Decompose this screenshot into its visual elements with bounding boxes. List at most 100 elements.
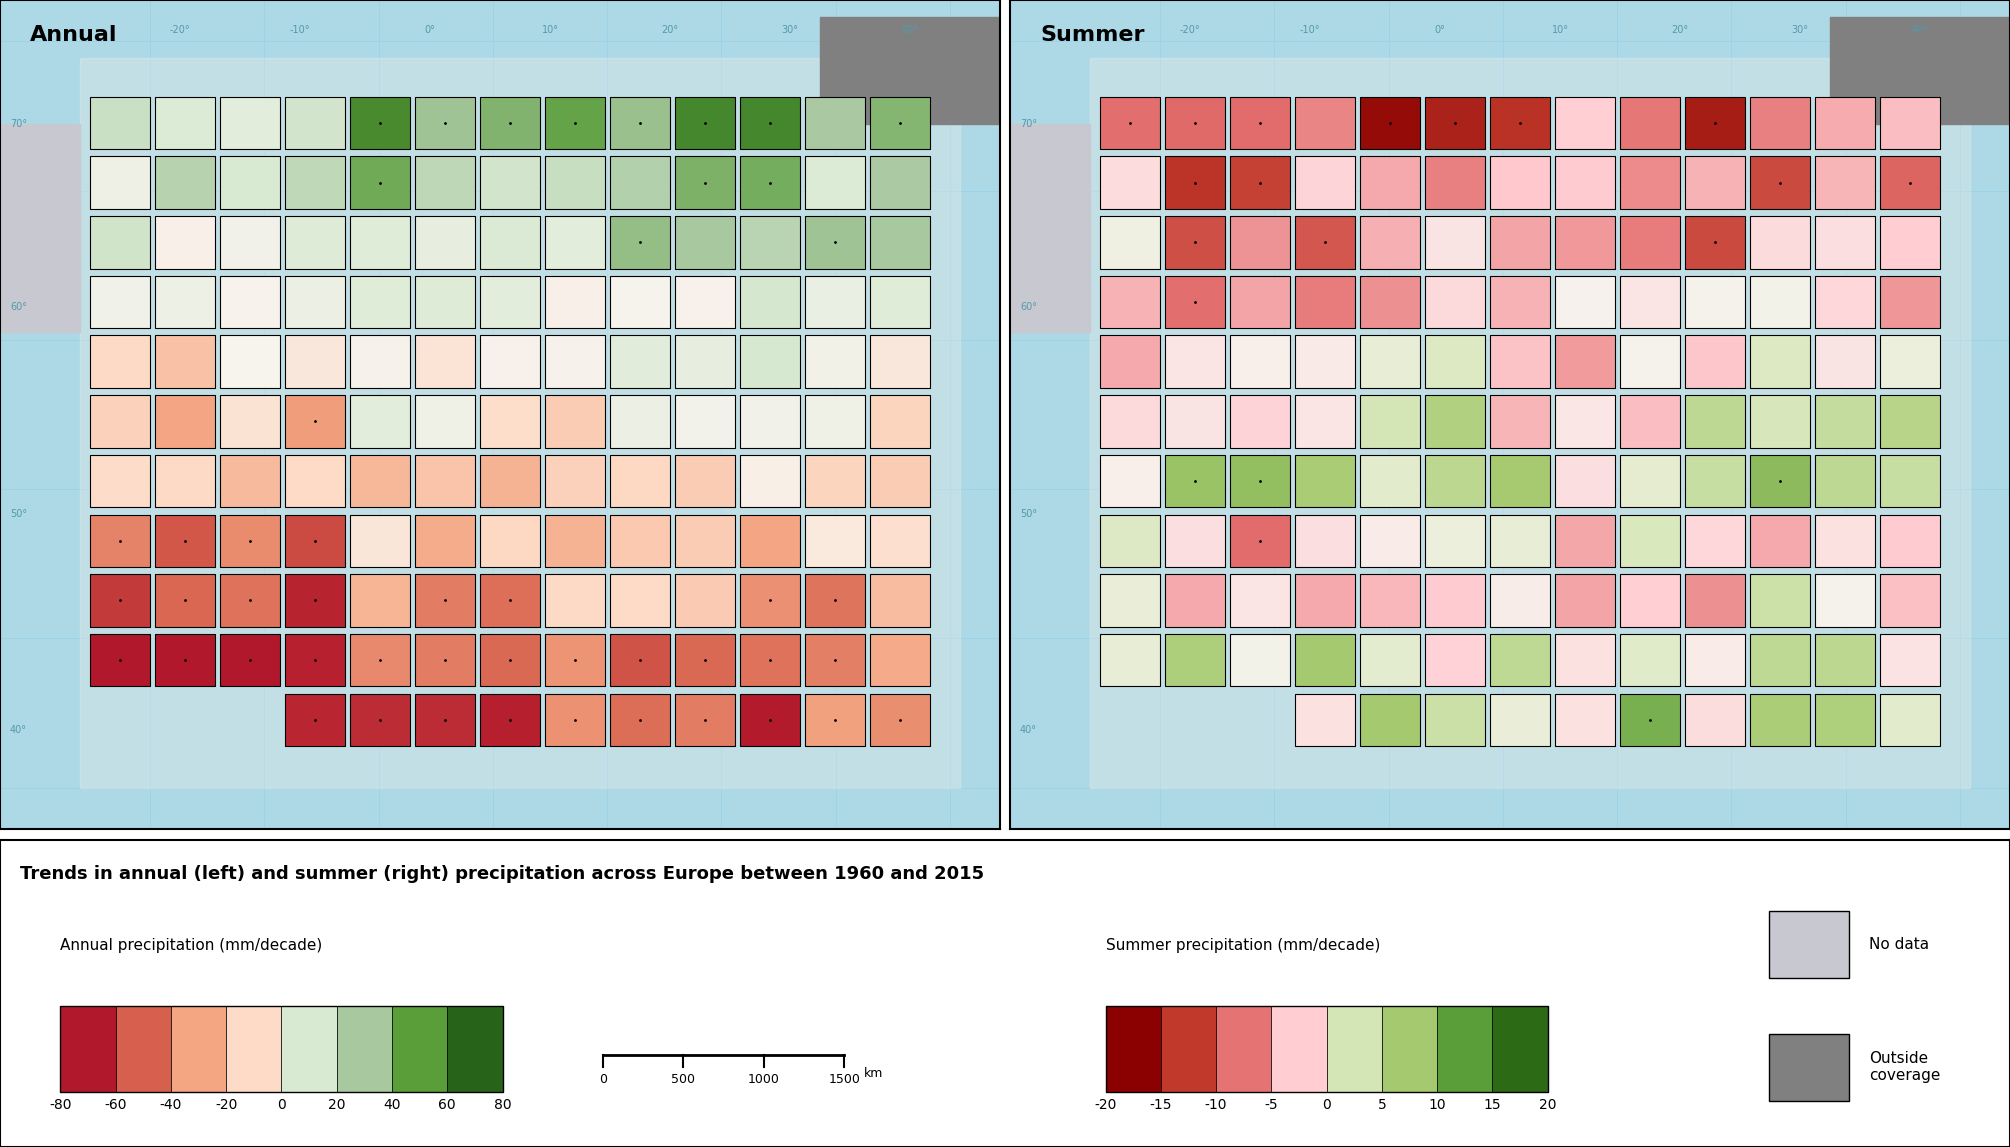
Bar xyxy=(1620,515,1680,567)
Text: 1500: 1500 xyxy=(828,1074,860,1086)
Bar xyxy=(1751,694,1809,746)
Bar xyxy=(870,156,931,209)
Bar xyxy=(1294,156,1355,209)
Bar xyxy=(1230,515,1290,567)
Bar xyxy=(225,1006,281,1092)
Bar xyxy=(1230,575,1290,626)
Text: 0: 0 xyxy=(277,1098,285,1111)
Bar xyxy=(545,156,605,209)
Bar xyxy=(545,275,605,328)
Bar xyxy=(804,515,864,567)
Bar xyxy=(1815,216,1875,268)
Bar xyxy=(1425,275,1485,328)
Bar xyxy=(740,335,800,388)
Bar xyxy=(480,396,541,447)
Bar xyxy=(804,156,864,209)
Text: 50°: 50° xyxy=(10,509,26,518)
Bar xyxy=(155,96,215,149)
Text: 20°: 20° xyxy=(661,25,679,34)
Bar xyxy=(155,455,215,507)
Bar xyxy=(0,124,80,331)
Bar xyxy=(545,216,605,268)
Bar xyxy=(171,1006,225,1092)
Bar xyxy=(1556,156,1614,209)
Bar xyxy=(1620,216,1680,268)
Bar xyxy=(609,216,669,268)
Bar xyxy=(338,1006,392,1092)
Bar xyxy=(609,694,669,746)
Bar xyxy=(804,694,864,746)
Bar xyxy=(350,575,410,626)
Bar xyxy=(609,335,669,388)
Bar xyxy=(480,455,541,507)
Bar xyxy=(1489,216,1550,268)
Bar xyxy=(90,335,151,388)
Bar xyxy=(1361,455,1419,507)
Text: 40°: 40° xyxy=(1019,725,1037,734)
Bar xyxy=(1361,216,1419,268)
Bar xyxy=(60,1006,502,1092)
Bar xyxy=(1815,575,1875,626)
Text: -10°: -10° xyxy=(1300,25,1321,34)
Bar xyxy=(740,96,800,149)
Bar xyxy=(1751,396,1809,447)
Bar xyxy=(1879,216,1940,268)
Bar xyxy=(1815,634,1875,686)
Bar xyxy=(219,335,279,388)
Bar xyxy=(285,335,346,388)
Bar xyxy=(1829,16,2010,124)
Bar xyxy=(1879,515,1940,567)
Text: -20: -20 xyxy=(215,1098,237,1111)
Bar xyxy=(90,455,151,507)
Bar xyxy=(1099,335,1160,388)
Bar xyxy=(1556,275,1614,328)
Bar xyxy=(1166,396,1224,447)
Text: -20: -20 xyxy=(1093,1098,1118,1111)
Bar xyxy=(609,275,669,328)
Bar xyxy=(1751,156,1809,209)
Text: 20°: 20° xyxy=(1672,25,1688,34)
Bar xyxy=(804,335,864,388)
Bar xyxy=(1230,396,1290,447)
Bar xyxy=(1294,515,1355,567)
Bar xyxy=(1751,515,1809,567)
Bar xyxy=(1815,396,1875,447)
Bar xyxy=(1425,575,1485,626)
Text: 0°: 0° xyxy=(424,25,436,34)
Bar xyxy=(1751,455,1809,507)
Text: 0°: 0° xyxy=(1435,25,1445,34)
Text: Summer precipitation (mm/decade): Summer precipitation (mm/decade) xyxy=(1106,938,1381,953)
Text: 40°: 40° xyxy=(10,725,26,734)
Text: 0: 0 xyxy=(1323,1098,1331,1111)
Text: 0: 0 xyxy=(599,1074,607,1086)
Bar xyxy=(219,156,279,209)
Bar xyxy=(414,515,474,567)
Bar xyxy=(1620,634,1680,686)
Text: Annual precipitation (mm/decade): Annual precipitation (mm/decade) xyxy=(60,938,322,953)
Bar xyxy=(1230,96,1290,149)
Bar xyxy=(804,96,864,149)
Bar xyxy=(1489,575,1550,626)
Bar xyxy=(1879,335,1940,388)
Bar xyxy=(1361,335,1419,388)
Bar xyxy=(1751,634,1809,686)
Bar xyxy=(1879,694,1940,746)
Text: 60: 60 xyxy=(438,1098,456,1111)
Bar xyxy=(1879,455,1940,507)
Bar xyxy=(1361,634,1419,686)
Bar xyxy=(414,396,474,447)
Text: 1000: 1000 xyxy=(748,1074,780,1086)
Bar xyxy=(1620,335,1680,388)
Bar xyxy=(219,515,279,567)
Bar xyxy=(1425,634,1485,686)
Bar xyxy=(155,575,215,626)
Bar xyxy=(1620,156,1680,209)
Bar xyxy=(870,335,931,388)
Bar xyxy=(1166,275,1224,328)
Bar xyxy=(480,634,541,686)
Bar xyxy=(1166,575,1224,626)
Text: Summer: Summer xyxy=(1039,25,1144,45)
Bar xyxy=(1166,156,1224,209)
Bar xyxy=(1099,515,1160,567)
Text: 20: 20 xyxy=(1540,1098,1556,1111)
